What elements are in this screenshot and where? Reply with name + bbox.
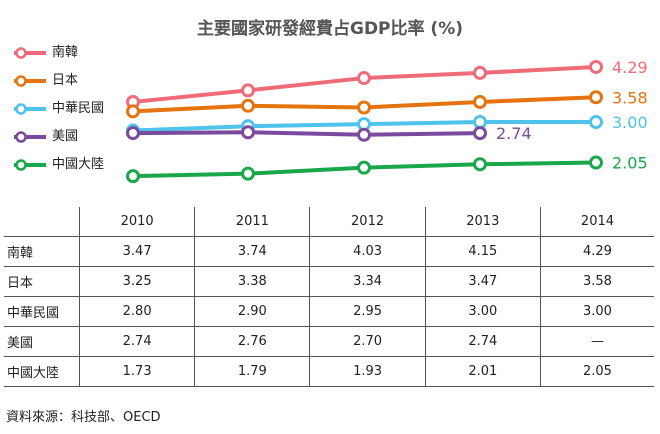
table-cell: 4.15 [424, 236, 541, 267]
table-row: 南韓 3.47 3.74 4.03 4.15 4.29 [4, 236, 654, 267]
line-plot: 4.29 3.58 3.00 2.74 2.05 [126, 58, 648, 184]
table-cell: 1.93 [309, 356, 426, 387]
table-cell: 3.47 [78, 236, 195, 267]
data-table: 2010 2011 2012 2013 2014 南韓 3.47 3.74 4.03 4.15 4… [4, 207, 654, 387]
table-cell: 3.25 [78, 266, 195, 297]
table-cell: 3.47 [424, 266, 541, 297]
table-cell: 2.76 [194, 326, 310, 357]
end-value-label-1: 3.58 [612, 88, 648, 107]
legend-label-3: 美國 [52, 129, 79, 144]
table-cell: 4.03 [309, 236, 426, 267]
table-cell: 3.00 [539, 296, 654, 327]
data-point-1-4 [589, 90, 603, 105]
end-value-label-0: 4.29 [612, 58, 648, 77]
data-point-1-0 [126, 104, 140, 119]
legend-label-2: 中華民國 [52, 101, 105, 116]
table-cell: 4.29 [539, 236, 654, 267]
legend-item-0: 南韓 [12, 40, 172, 68]
table-row-label: 美國 [4, 326, 80, 357]
data-point-4-1 [241, 166, 255, 181]
table-cell: 2.05 [539, 356, 654, 387]
table-header-2010: 2010 [78, 207, 195, 237]
table-row-label: 南韓 [4, 236, 80, 267]
legend-item-4: 中國大陸 [12, 152, 172, 180]
series-line-3 [132, 130, 481, 137]
data-point-3-3 [473, 126, 487, 141]
table-cell: 1.79 [194, 356, 310, 387]
table-corner-cell [4, 207, 80, 237]
table-header-2011: 2011 [194, 207, 310, 237]
data-point-2-4 [589, 115, 603, 129]
table-cell: 3.00 [424, 296, 541, 327]
legend-item-3: 美國 [12, 124, 172, 152]
table-cell: 2.74 [78, 326, 195, 357]
end-value-label-2: 3.00 [612, 113, 648, 132]
table-header-2014: 2014 [539, 207, 654, 237]
table-row: 美國 2.74 2.76 2.70 2.74— [4, 326, 654, 357]
data-point-0-1 [241, 83, 255, 98]
table-cell: 2.70 [309, 326, 426, 357]
table-header-2012: 2012 [309, 207, 426, 237]
legend-swatch-3 [14, 131, 46, 143]
table-cell: 2.01 [424, 356, 541, 387]
table-cell: 3.34 [309, 266, 426, 297]
legend-swatch-4 [14, 159, 46, 171]
end-value-label-3: 2.74 [496, 124, 532, 143]
data-point-1-1 [241, 98, 255, 113]
table-row-label: 中國大陸 [4, 356, 80, 387]
data-point-1-3 [473, 94, 487, 109]
legend-swatch-2 [14, 103, 46, 115]
legend-swatch-1 [14, 75, 46, 87]
legend-item-2: 中華民國 [12, 96, 172, 124]
data-point-0-3 [473, 65, 487, 80]
table-cell: 3.74 [194, 236, 310, 267]
data-point-3-0 [126, 126, 140, 141]
table-cell: — [539, 326, 654, 357]
table-body: 南韓 3.47 3.74 4.03 4.15 4.29 日本 3.25 3.38 3.34 3.47… [4, 236, 654, 387]
table-row: 中華民國 2.80 2.90 2.95 3.00 3.00 [4, 296, 654, 327]
data-point-4-4 [589, 155, 603, 170]
data-point-4-2 [357, 160, 371, 175]
table-cell: 2.80 [78, 296, 195, 327]
legend: 南韓日本中華民國美國中國大陸 [12, 40, 172, 180]
data-point-3-2 [357, 127, 371, 142]
data-point-1-2 [357, 100, 371, 115]
data-point-3-1 [241, 125, 255, 140]
chart-title: 主要國家研發經費占GDP比率 (%) [196, 19, 463, 39]
source-note: 資料來源：科技部、OECD [6, 410, 161, 425]
table-cell: 2.74 [424, 326, 541, 357]
table-header-2013: 2013 [424, 207, 541, 237]
table-cell: 3.38 [194, 266, 310, 297]
table-cell: 2.90 [194, 296, 310, 327]
data-point-2-3 [473, 115, 487, 129]
data-point-4-0 [126, 169, 140, 184]
table-row: 日本 3.25 3.38 3.34 3.47 3.58 [4, 266, 654, 297]
table-row-label: 日本 [4, 266, 80, 297]
legend-swatch-0 [14, 47, 46, 59]
legend-label-1: 日本 [52, 73, 79, 88]
table-header-row: 2010 2011 2012 2013 2014 [4, 207, 654, 237]
legend-item-1: 日本 [12, 68, 172, 96]
table-cell: 3.58 [539, 266, 654, 297]
end-value-label-4: 2.05 [612, 154, 648, 173]
legend-label-0: 南韓 [52, 45, 79, 60]
legend-label-4: 中國大陸 [52, 157, 105, 172]
data-point-4-3 [473, 157, 487, 172]
table-cell: 1.73 [78, 356, 195, 387]
data-point-0-4 [589, 59, 603, 74]
data-point-0-2 [357, 71, 371, 86]
table-row-label: 中華民國 [4, 296, 80, 327]
table-cell: 2.95 [309, 296, 426, 327]
table-row: 中國大陸 1.73 1.79 1.93 2.01 2.05 [4, 356, 654, 387]
